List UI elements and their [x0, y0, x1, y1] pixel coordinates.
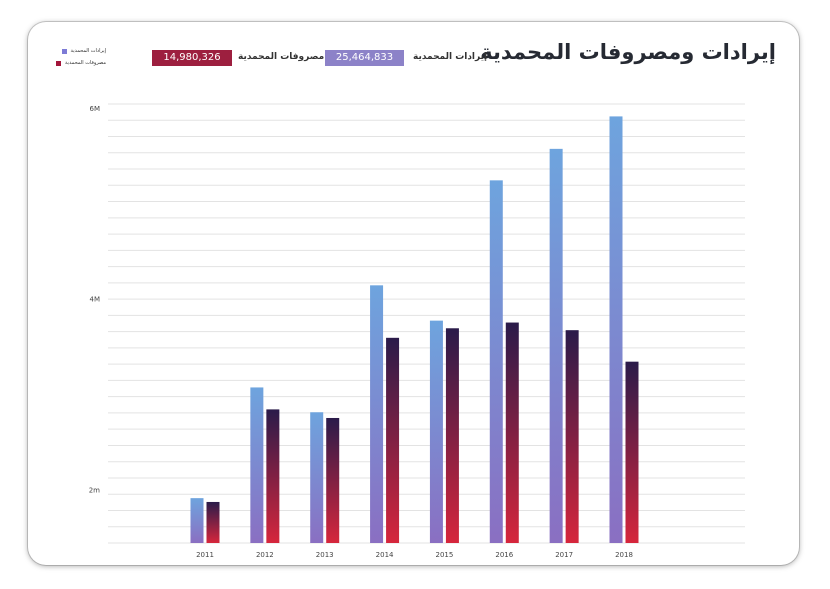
kpi-revenue-label: إيرادات المحمدية: [413, 52, 488, 62]
x-tick-label: 2014: [376, 551, 394, 559]
bar-revenue-2015[interactable]: [429, 320, 443, 543]
x-tick-label: 2013: [316, 551, 334, 559]
bar-revenue-2011[interactable]: [190, 498, 204, 543]
x-axis: 2011 2012 2013 2014 2015 2016 2017 2018: [196, 551, 633, 559]
x-tick-label: 2011: [196, 551, 214, 559]
x-tick-label: 2017: [555, 551, 573, 559]
y-tick-label: 6M: [90, 105, 101, 113]
legend-item-expense[interactable]: مصروفات المحمدية: [56, 57, 106, 69]
bar-expense-2014[interactable]: [386, 337, 400, 543]
bar-expense-2011[interactable]: [206, 501, 220, 543]
x-tick-label: 2012: [256, 551, 274, 559]
chart-legend: إيرادات المحمدية مصروفات المحمدية: [56, 45, 106, 69]
bar-expense-2015[interactable]: [445, 328, 459, 543]
bar-revenue-2016[interactable]: [489, 180, 503, 543]
x-tick-label: 2018: [615, 551, 633, 559]
x-tick-label: 2016: [495, 551, 513, 559]
bar-expense-2017[interactable]: [565, 330, 579, 543]
legend-label-revenue: إيرادات المحمدية: [70, 48, 107, 54]
y-tick-label: 2m: [89, 487, 100, 495]
kpi-expense-value: 14,980,326: [152, 50, 232, 66]
bar-revenue-2012[interactable]: [250, 387, 264, 543]
legend-label-expense: مصروفات المحمدية: [65, 60, 107, 66]
chart-card: [28, 22, 799, 565]
grid-lines: [108, 103, 745, 544]
chart-title: إيرادات ومصروفات المحمدية: [480, 40, 776, 64]
bar-revenue-2014[interactable]: [370, 285, 384, 543]
y-axis: 2m 4M 6M: [89, 105, 100, 495]
bar-expense-2016[interactable]: [505, 322, 519, 543]
bar-expense-2013[interactable]: [326, 417, 340, 543]
bar-revenue-2013[interactable]: [310, 412, 324, 543]
bar-expense-2018[interactable]: [625, 361, 639, 543]
legend-swatch-expense: [56, 60, 61, 66]
bar-revenue-2018[interactable]: [609, 116, 623, 543]
y-tick-label: 4M: [90, 296, 101, 304]
bar-expense-2012[interactable]: [266, 409, 280, 543]
kpi-expense-label: مصروفات المحمدية: [238, 52, 325, 62]
kpi-revenue-value: 25,464,833: [325, 50, 404, 66]
bars: [190, 116, 639, 543]
legend-swatch-revenue: [61, 48, 67, 54]
bar-revenue-2017[interactable]: [549, 148, 563, 543]
legend-item-revenue[interactable]: إيرادات المحمدية: [56, 45, 106, 57]
x-tick-label: 2015: [436, 551, 454, 559]
